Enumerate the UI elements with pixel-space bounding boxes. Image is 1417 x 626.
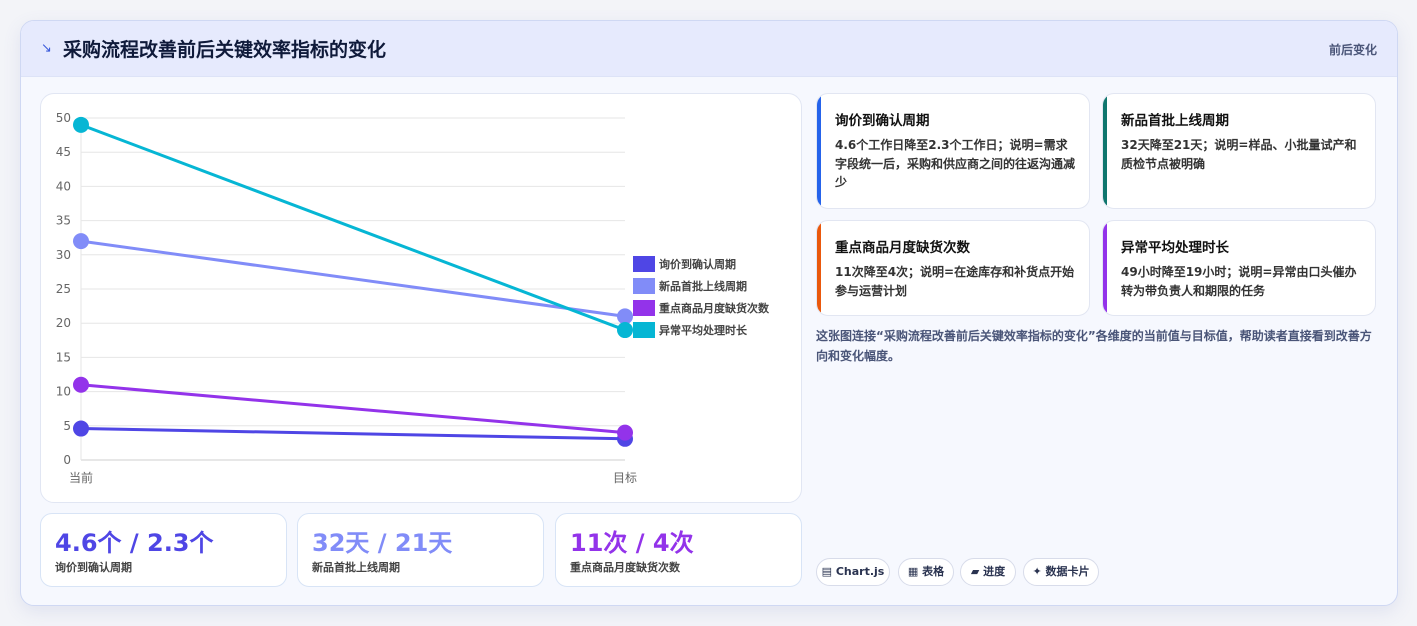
stat-card: 11次 / 4次 重点商品月度缺货次数 — [555, 513, 802, 587]
chart-note: 这张图连接“采购流程改善前后关键效率指标的变化”各维度的当前值与目标值，帮助读者… — [816, 329, 1372, 363]
legend-swatch — [633, 256, 655, 272]
metric-title: 重点商品月度缺货次数 — [835, 240, 970, 256]
tag-data-card[interactable]: ✦ 数据卡片 — [1023, 558, 1099, 586]
y-tick-label: 5 — [63, 419, 71, 433]
stat-label: 询价到确认周期 — [55, 561, 132, 574]
data-point — [73, 420, 89, 437]
stat-label: 重点商品月度缺货次数 — [570, 561, 680, 574]
line-chart: 0 5 10 15 20 25 30 35 40 45 50 当前 目标 询价到确认周期 新品首批上线周期重… — [40, 93, 802, 503]
stat-value: 4.6个 / 2.3个 — [55, 529, 214, 557]
metric-desc: 32天降至21天；说明=样品、小批量试产和质检节点被明确 — [1121, 138, 1357, 171]
tag-table[interactable]: ▦ 表格 — [898, 558, 954, 586]
header-right-label: 前后变化 — [1328, 43, 1377, 57]
data-point — [73, 376, 89, 393]
panel-card: ↘ 采购流程改善前后关键效率指标的变化 前后变化 0 5 10 15 20 25 30 35 4… — [20, 20, 1398, 606]
legend-label: 重点商品月度缺货次数 — [659, 301, 770, 315]
legend-swatch — [633, 322, 655, 338]
metric-desc: 11次降至4次；说明=在途库存和补货点开始参与运营计划 — [835, 265, 1075, 298]
metric-accent-bar — [1103, 94, 1107, 208]
trend-down-icon: ↘ — [41, 41, 52, 56]
metric-accent-bar — [817, 221, 821, 315]
y-tick-label: 45 — [56, 145, 71, 159]
metric-accent-bar — [817, 94, 821, 208]
data-point — [617, 322, 633, 339]
stat-label: 新品首批上线周期 — [312, 561, 400, 574]
data-point — [617, 424, 633, 441]
tag-progress[interactable]: ▰ 进度 — [960, 558, 1016, 586]
metric-title: 异常平均处理时长 — [1121, 240, 1229, 256]
y-tick-label: 40 — [56, 179, 71, 193]
metric-card: 异常平均处理时长 49小时降至19小时；说明=异常由口头催办转为带负责人和期限的… — [1102, 220, 1376, 316]
y-tick-label: 25 — [56, 282, 71, 296]
y-tick-label: 35 — [56, 214, 71, 228]
metric-accent-bar — [1103, 221, 1107, 315]
series-line — [80, 123, 626, 332]
stat-value: 11次 / 4次 — [570, 529, 694, 557]
metric-desc: 4.6个工作日降至2.3个工作日；说明=需求字段统一后，采购和供应商之间的往返沟… — [835, 138, 1076, 189]
series-line — [80, 383, 626, 435]
series-line — [80, 239, 626, 318]
legend-label: 询价到确认周期 — [659, 257, 736, 271]
legend-label: 新品首批上线周期 — [659, 279, 747, 293]
panel-title: 采购流程改善前后关键效率指标的变化 — [63, 39, 387, 61]
metric-card: 重点商品月度缺货次数 11次降至4次；说明=在途库存和补货点开始参与运营计划 — [816, 220, 1090, 316]
y-tick-label: 20 — [56, 316, 71, 330]
legend-label: 异常平均处理时长 — [659, 323, 748, 337]
metric-desc: 49小时降至19小时；说明=异常由口头催办转为带负责人和期限的任务 — [1121, 265, 1357, 298]
tag-chartjs[interactable]: ▤ Chart.js — [816, 558, 890, 586]
data-point — [617, 308, 633, 325]
metric-title: 新品首批上线周期 — [1121, 113, 1229, 129]
stat-card: 4.6个 / 2.3个 询价到确认周期 — [40, 513, 287, 587]
y-tick-label: 15 — [56, 350, 71, 364]
data-point — [73, 116, 89, 133]
y-tick-label: 50 — [56, 111, 71, 125]
series-line — [80, 427, 626, 441]
metric-title: 询价到确认周期 — [835, 113, 930, 129]
y-tick-label: 10 — [56, 385, 71, 399]
stat-value: 32天 / 21天 — [312, 529, 453, 557]
data-point — [73, 233, 89, 250]
metric-card: 新品首批上线周期 32天降至21天；说明=样品、小批量试产和质检节点被明确 — [1102, 93, 1376, 209]
chart-svg: 0 5 10 15 20 25 30 35 40 45 50 当前 目标 询价到确认周期新品首批上线周期重… — [56, 111, 770, 485]
x-tick-label: 目标 — [613, 471, 637, 485]
legend-swatch — [633, 300, 655, 316]
panel-header: ↘ 采购流程改善前后关键效率指标的变化 前后变化 — [21, 21, 1397, 77]
y-tick-label: 0 — [63, 453, 71, 467]
x-tick-label: 当前 — [69, 470, 93, 485]
metric-card: 询价到确认周期 4.6个工作日降至2.3个工作日；说明=需求字段统一后，采购和供… — [816, 93, 1090, 209]
stat-card: 32天 / 21天 新品首批上线周期 — [297, 513, 544, 587]
legend-swatch — [633, 278, 655, 294]
y-tick-label: 30 — [56, 248, 71, 262]
